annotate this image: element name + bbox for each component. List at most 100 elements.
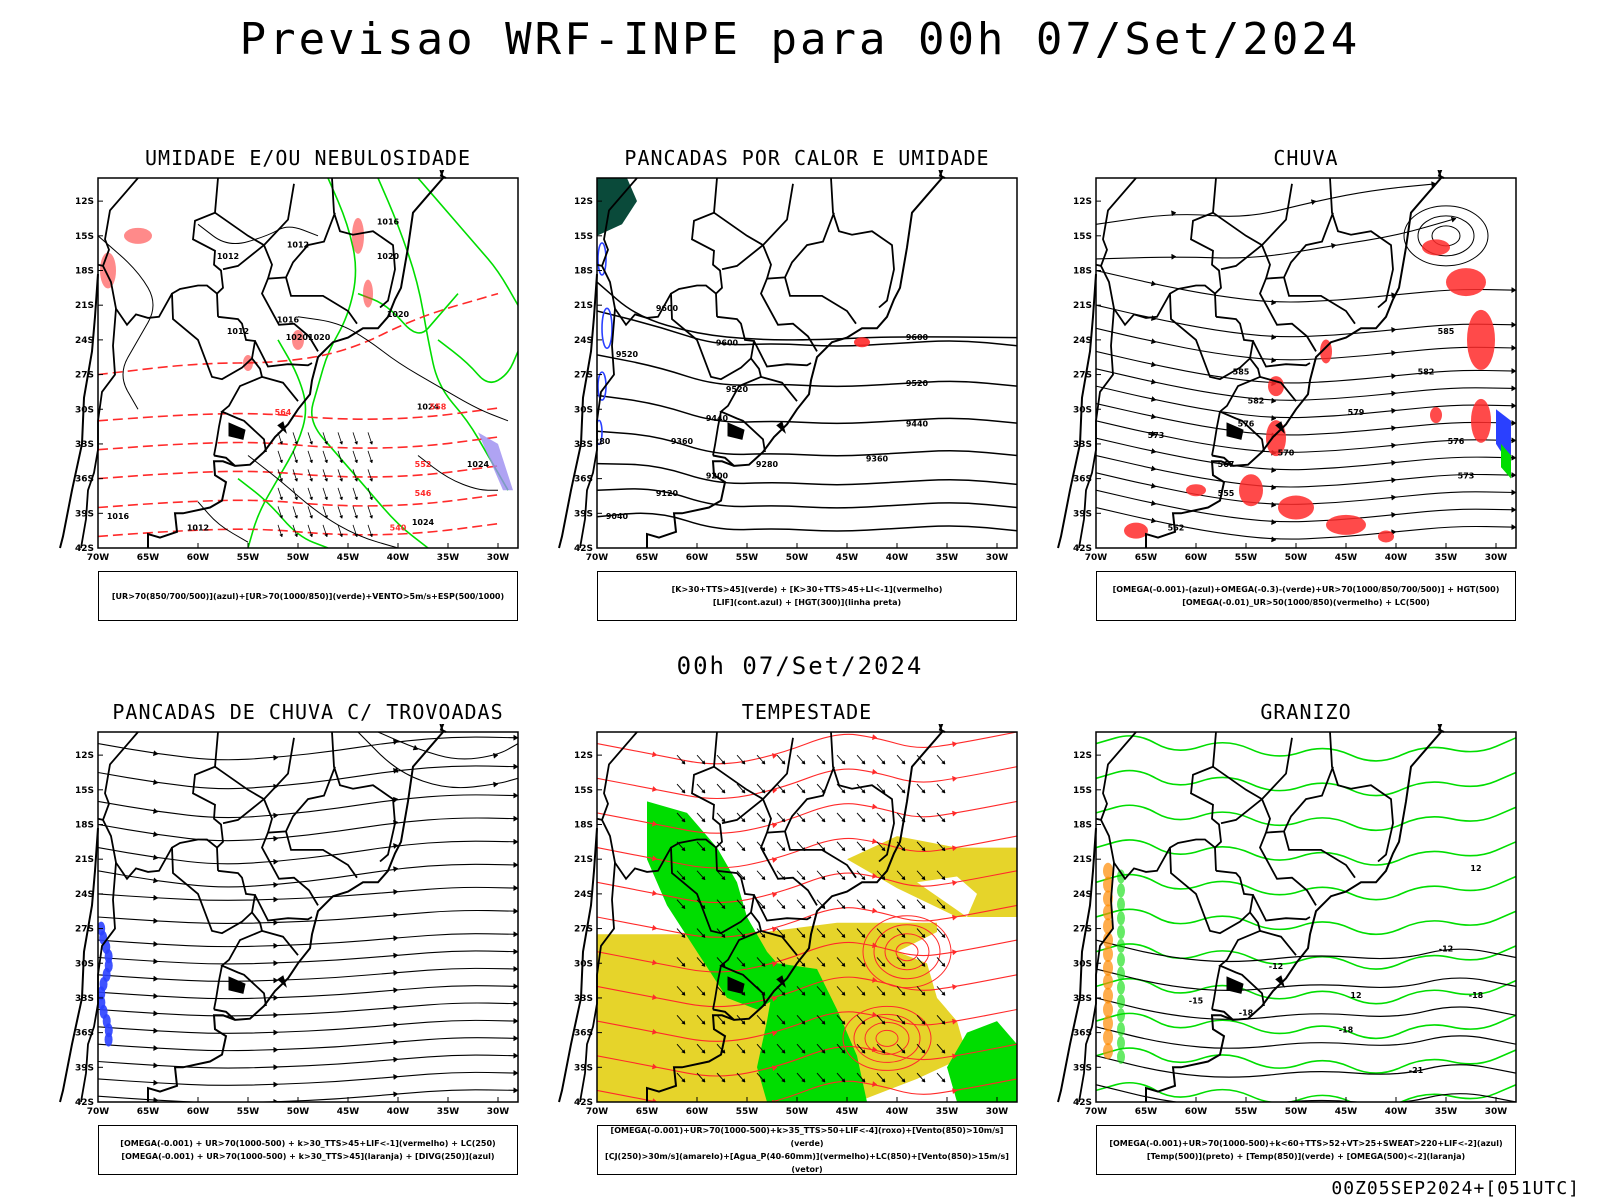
wind-vector-head xyxy=(294,459,298,464)
streamline-red-arrow xyxy=(952,1053,958,1060)
omega-area-orange xyxy=(1103,987,1113,1004)
lat-tick-label: 21S xyxy=(574,301,593,311)
political-border xyxy=(1169,284,1251,381)
wind-vector-head xyxy=(821,1020,826,1025)
lon-tick-label: 40W xyxy=(886,553,909,563)
wind-vector-head xyxy=(881,904,886,910)
political-border xyxy=(1212,737,1293,801)
streamline-arrow xyxy=(1271,357,1277,364)
streamline-arrow xyxy=(393,912,399,919)
streamline-arrow xyxy=(513,1087,518,1094)
lat-tick-label: 24S xyxy=(1073,890,1092,900)
omega-area-orange xyxy=(1103,1043,1113,1060)
streamline-red-arrow xyxy=(651,820,658,827)
political-border xyxy=(331,731,396,863)
clip-group: -12 -12 -15 -18 -18 -18 12 12 -21 xyxy=(1096,735,1516,1102)
wind-vector-head xyxy=(309,533,313,538)
wind-vector-head xyxy=(801,1078,806,1083)
wind-vector-head xyxy=(801,875,806,881)
streamline xyxy=(1096,269,1516,303)
lon-tick-label: 65W xyxy=(636,1107,659,1117)
lat-tick-label: 36S xyxy=(75,475,94,485)
lon-tick-label: 40W xyxy=(886,1107,909,1117)
lat-tick-label: 24S xyxy=(574,890,593,900)
wind-vector-head xyxy=(941,962,946,967)
political-border xyxy=(1283,277,1356,325)
lat-tick-label: 18S xyxy=(574,821,593,831)
lat-tick-label: 39S xyxy=(1073,509,1092,519)
streamline-arrow xyxy=(1150,448,1157,454)
contour-label: 582 xyxy=(1248,396,1265,405)
contour-label: 585 xyxy=(1233,368,1250,377)
lif-contour-blue xyxy=(601,307,613,350)
political-border xyxy=(1095,263,1102,267)
streamline-arrow xyxy=(273,881,279,888)
lon-tick-label: 55W xyxy=(736,553,759,563)
height-contour-300hpa xyxy=(597,512,1017,532)
humidity-area-green xyxy=(1117,883,1125,898)
coastline-pacific xyxy=(558,827,598,1103)
omega-area-orange xyxy=(1103,876,1113,893)
lon-tick-label: 70W xyxy=(586,1107,609,1117)
contour-label: 1012 xyxy=(217,252,239,261)
lat-tick-label: 33S xyxy=(574,440,593,450)
temperature-500-contour xyxy=(1096,997,1516,1020)
streamline-red xyxy=(597,835,1017,869)
streamline-red-arrow xyxy=(771,891,778,898)
wind-vector-head xyxy=(741,933,746,938)
political-border xyxy=(596,817,603,821)
streamline xyxy=(1096,454,1516,488)
lake xyxy=(1226,422,1244,440)
wind-vector-head xyxy=(821,1078,826,1083)
lake xyxy=(1275,421,1285,434)
political-border xyxy=(713,737,794,801)
lat-tick-label: 36S xyxy=(574,1029,593,1039)
wind-vector-head xyxy=(681,1020,686,1025)
wind-vector-head xyxy=(841,933,846,938)
map-frame xyxy=(97,731,519,1103)
humidity-contour-green xyxy=(437,339,518,384)
wind-vector-head xyxy=(821,875,826,881)
lon-tick-label: 50W xyxy=(1285,1107,1308,1117)
wind-vector-head xyxy=(821,818,826,823)
wind-vector-head xyxy=(941,875,946,881)
contour-label: -18 xyxy=(1339,1026,1354,1035)
legend-line: [OMEGA(-0.01)_UR>50(1000/850)(vermelho) … xyxy=(1182,598,1430,607)
wind-vector-head xyxy=(901,991,906,996)
political-border xyxy=(171,838,253,935)
streamline xyxy=(98,909,518,924)
humidity-cluster-red xyxy=(124,227,152,244)
map-frame xyxy=(596,177,1018,549)
political-border xyxy=(1259,832,1317,906)
wind-vector-head xyxy=(941,846,946,852)
streamline-arrow xyxy=(513,1052,518,1059)
wind-vector-head xyxy=(721,789,726,794)
lon-tick-label: 35W xyxy=(936,553,959,563)
high-pressure-contour xyxy=(1403,205,1489,267)
wind-vector-head xyxy=(279,496,283,501)
lon-tick-label: 40W xyxy=(387,1107,410,1117)
wind-vector-head xyxy=(801,818,806,823)
contour-label: 1012 xyxy=(227,327,249,336)
temperature-850-contour-green xyxy=(1096,839,1516,866)
wind-vector-head xyxy=(279,478,283,482)
coastline-plata xyxy=(213,1008,236,1021)
lon-tick-label: 60W xyxy=(1185,1107,1208,1117)
streamline-arrow xyxy=(1271,484,1277,491)
political-border xyxy=(1220,798,1263,825)
streamline-red-arrow xyxy=(652,1098,658,1102)
wind-vector-head xyxy=(741,1020,746,1025)
humidity-area-green xyxy=(1117,938,1125,953)
political-border xyxy=(830,177,895,309)
streamline-arrow xyxy=(1450,216,1457,223)
legend-line: [K>30+TTS>45](verde) + [K>30+TTS>45+LI<-… xyxy=(671,585,943,594)
political-border xyxy=(670,284,752,381)
streamline xyxy=(98,863,518,888)
wind-vector-head xyxy=(701,962,706,967)
streamline-arrow xyxy=(273,1081,279,1088)
streamline-arrow xyxy=(393,969,399,976)
temperature-850-contour-green xyxy=(1096,1047,1516,1074)
wind-vector-head xyxy=(369,533,373,538)
streamline-arrow xyxy=(393,935,399,942)
streamline-arrow xyxy=(393,952,399,959)
